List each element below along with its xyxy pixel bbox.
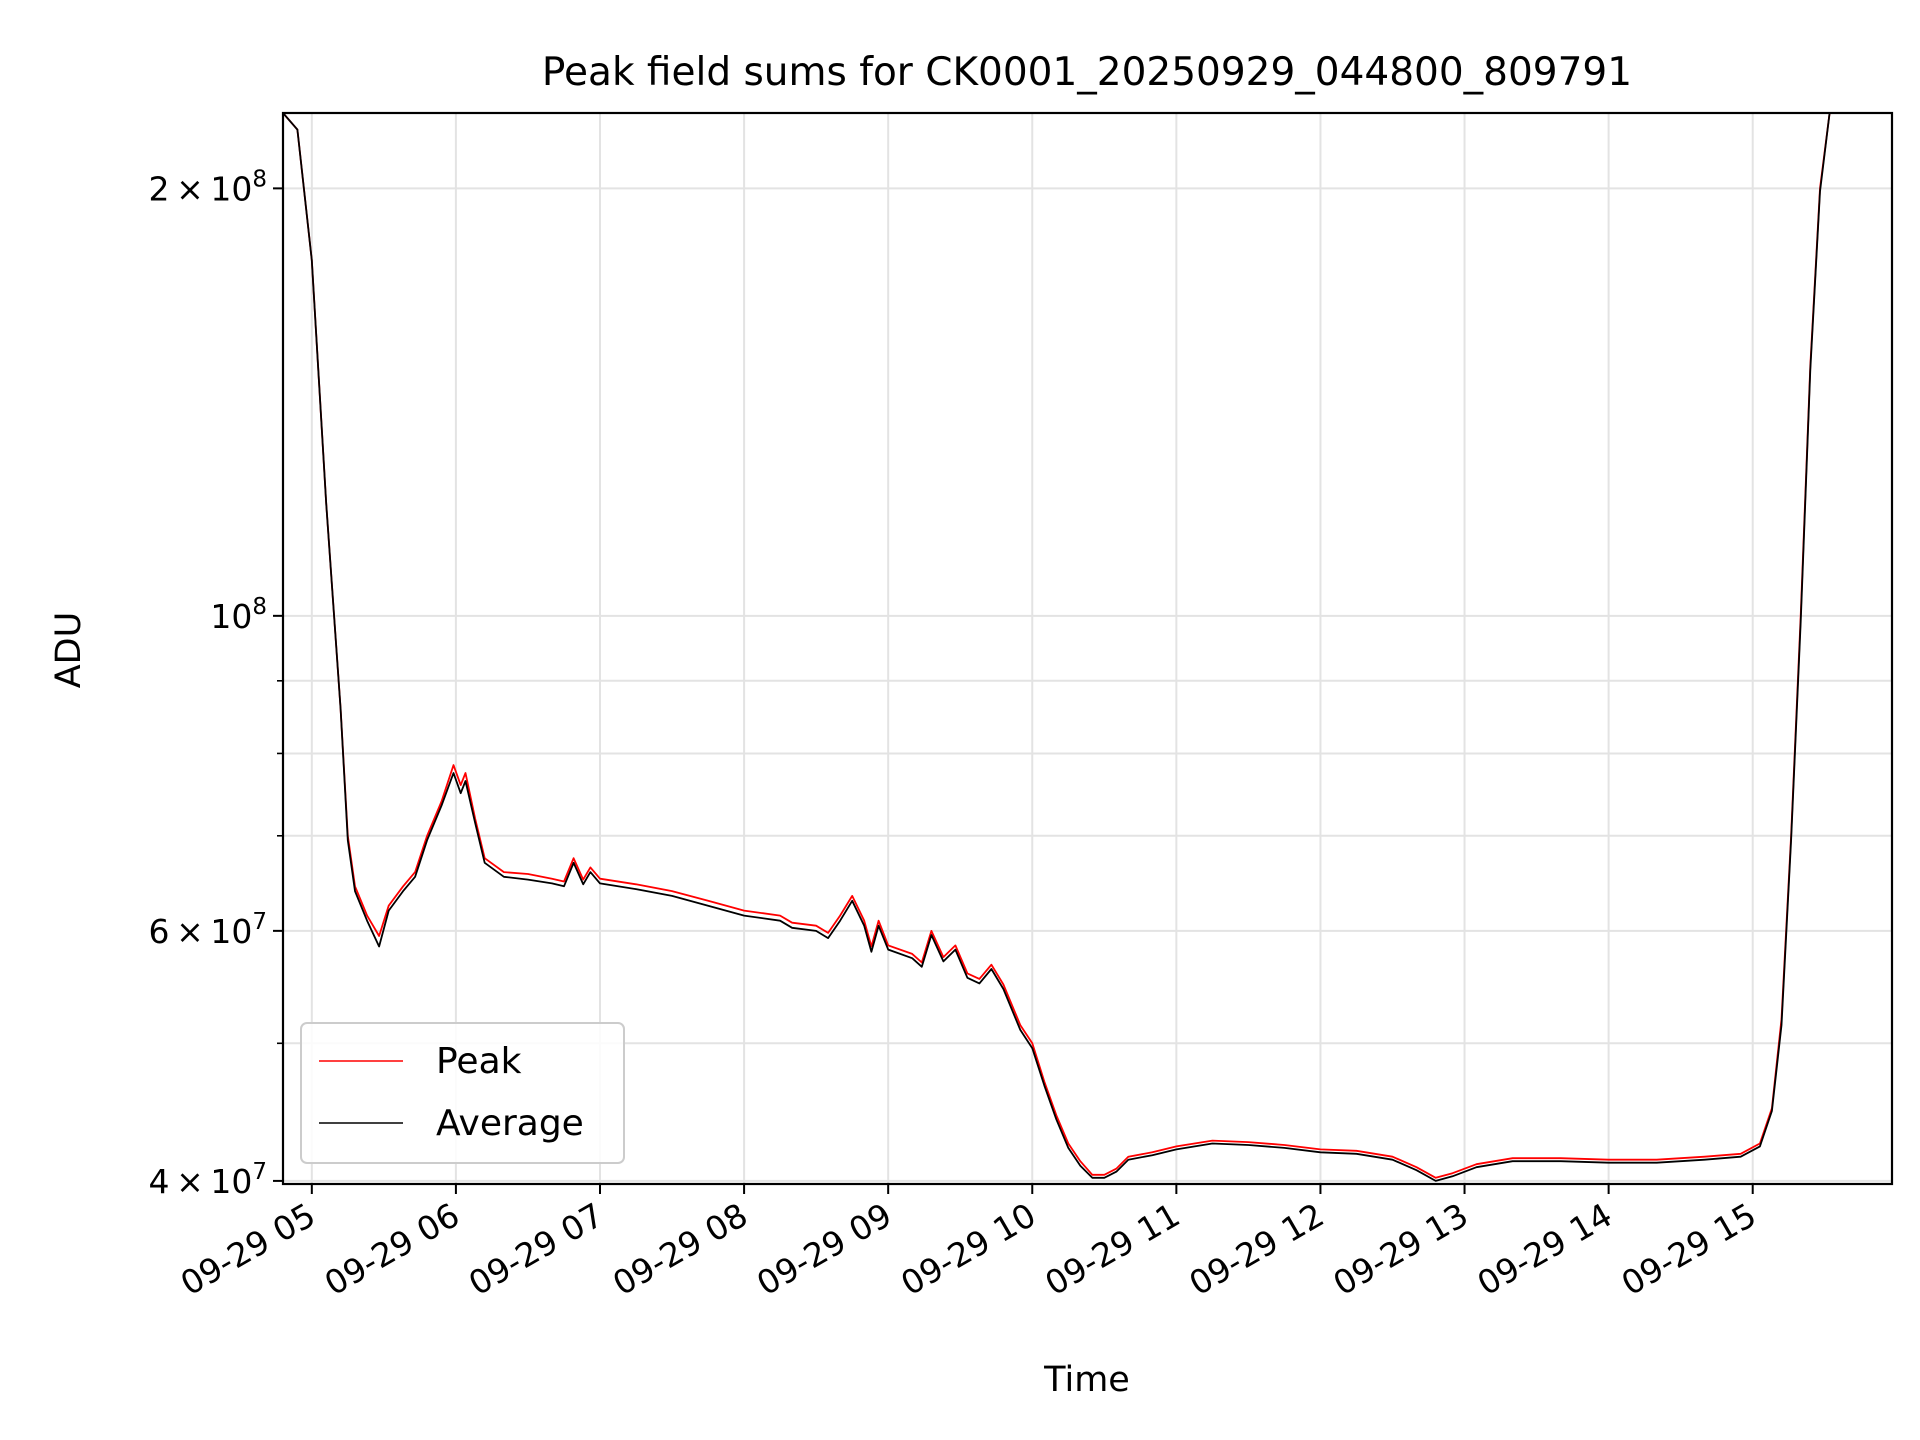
legend-label-peak: Peak (436, 1041, 522, 1082)
plot-frame (281, 111, 1894, 1186)
y-tick-label: 6 × 107 (149, 909, 267, 951)
y-tick-label: 2 × 108 (149, 166, 267, 208)
legend-label-average: Average (436, 1103, 584, 1144)
legend-box (300, 1022, 625, 1164)
legend: Peak Average (300, 1022, 625, 1164)
series-line-peak (282, 112, 1892, 1179)
series-group (282, 112, 1892, 1182)
series-line-average (282, 112, 1892, 1182)
y-axis-label: ADU (49, 612, 89, 689)
y-tick-label: 4 × 107 (149, 1159, 267, 1201)
y-tick-label: 108 (210, 594, 267, 636)
chart-title: Peak field sums for CK0001_20250929_0448… (542, 50, 1632, 95)
x-axis-label: Time (1043, 1360, 1130, 1400)
